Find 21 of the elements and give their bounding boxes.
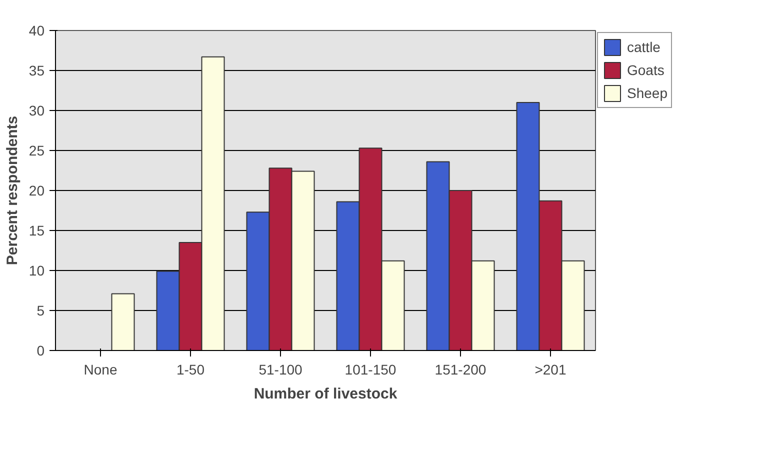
y-tick-label: 5 bbox=[36, 302, 45, 318]
legend-label: Goats bbox=[627, 62, 664, 78]
x-tick-label: 101-150 bbox=[344, 362, 396, 378]
x-tick-label: 151-200 bbox=[434, 362, 486, 378]
y-tick-label: 20 bbox=[28, 182, 45, 198]
legend-label: Sheep bbox=[627, 85, 668, 101]
bar bbox=[111, 293, 135, 350]
y-tick-label: 25 bbox=[28, 142, 45, 158]
x-tick-label: 51-100 bbox=[258, 362, 303, 378]
x-tick-label: None bbox=[84, 362, 118, 378]
y-tick-label: 35 bbox=[28, 62, 45, 78]
y-tick-label: 10 bbox=[28, 262, 45, 278]
y-tick-label: 30 bbox=[28, 102, 45, 118]
legend-label: cattle bbox=[627, 39, 660, 55]
x-tick-label: 1-50 bbox=[176, 362, 205, 378]
y-tick-label: 40 bbox=[28, 22, 45, 38]
y-axis-title: Percent respondents bbox=[4, 116, 21, 266]
y-tick-label: 15 bbox=[28, 222, 45, 238]
y-tick-label: 0 bbox=[36, 342, 45, 358]
x-axis-title: Number of livestock bbox=[254, 386, 398, 402]
x-tick-label: >201 bbox=[534, 362, 566, 378]
